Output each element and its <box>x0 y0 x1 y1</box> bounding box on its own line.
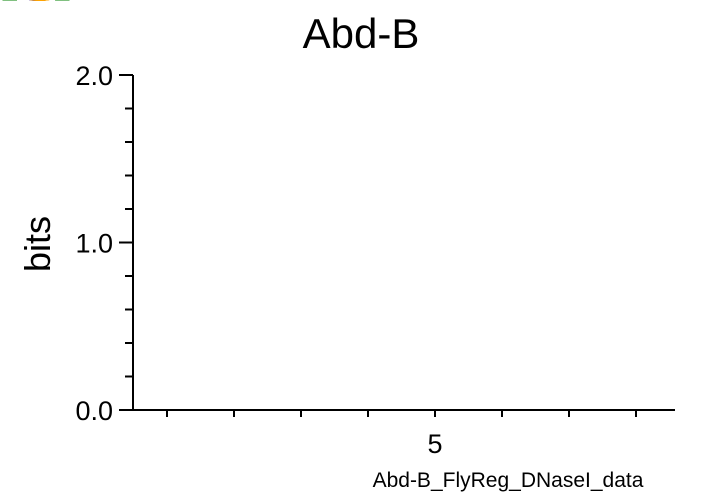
logo-letter-T: T <box>0 0 61 22</box>
logo-letter-A: A <box>0 0 72 22</box>
logo-column: ACT <box>0 0 72 22</box>
axes: 0.0 1.0 2.0 5 <box>75 61 675 459</box>
letter-stacks: ACTGACGATAATATGA <box>0 0 78 22</box>
logo-column: A <box>0 0 72 22</box>
logo-letter-A: A <box>0 0 72 22</box>
chart-title: Abd-B <box>303 10 420 57</box>
y-tick-label: 2.0 <box>75 61 113 91</box>
logo-column: A <box>0 0 72 22</box>
logo-column: TGA <box>0 0 78 22</box>
logo-letter-C: C <box>0 0 72 22</box>
logo-letter-G: G <box>0 0 78 22</box>
logo-letter-C: C <box>0 0 72 22</box>
logo-column: GAC <box>0 0 78 22</box>
x-tick-label: 5 <box>427 429 442 459</box>
logo-letter-A: A <box>0 0 72 22</box>
logo-letter-A: A <box>0 0 72 22</box>
logo-column: TA <box>0 0 72 22</box>
logo-column: T <box>0 0 61 22</box>
logo-letter-A: A <box>0 0 72 22</box>
y-tick-label: 1.0 <box>75 229 113 259</box>
logo-letter-T: T <box>0 0 61 22</box>
logo-letter-G: G <box>0 0 78 22</box>
y-tick-label: 0.0 <box>75 396 113 426</box>
logo-letter-G: G <box>0 0 78 22</box>
logo-letter-A: A <box>0 0 72 22</box>
x-axis-label: Abd-B_FlyReg_DNaseI_data <box>373 469 644 492</box>
logo-letter-T: T <box>0 0 61 22</box>
y-axis-label: bits <box>17 216 58 272</box>
logo-column: GA <box>0 0 78 22</box>
logo-letter-A: A <box>0 0 72 22</box>
logo-letter-T: T <box>0 0 61 22</box>
